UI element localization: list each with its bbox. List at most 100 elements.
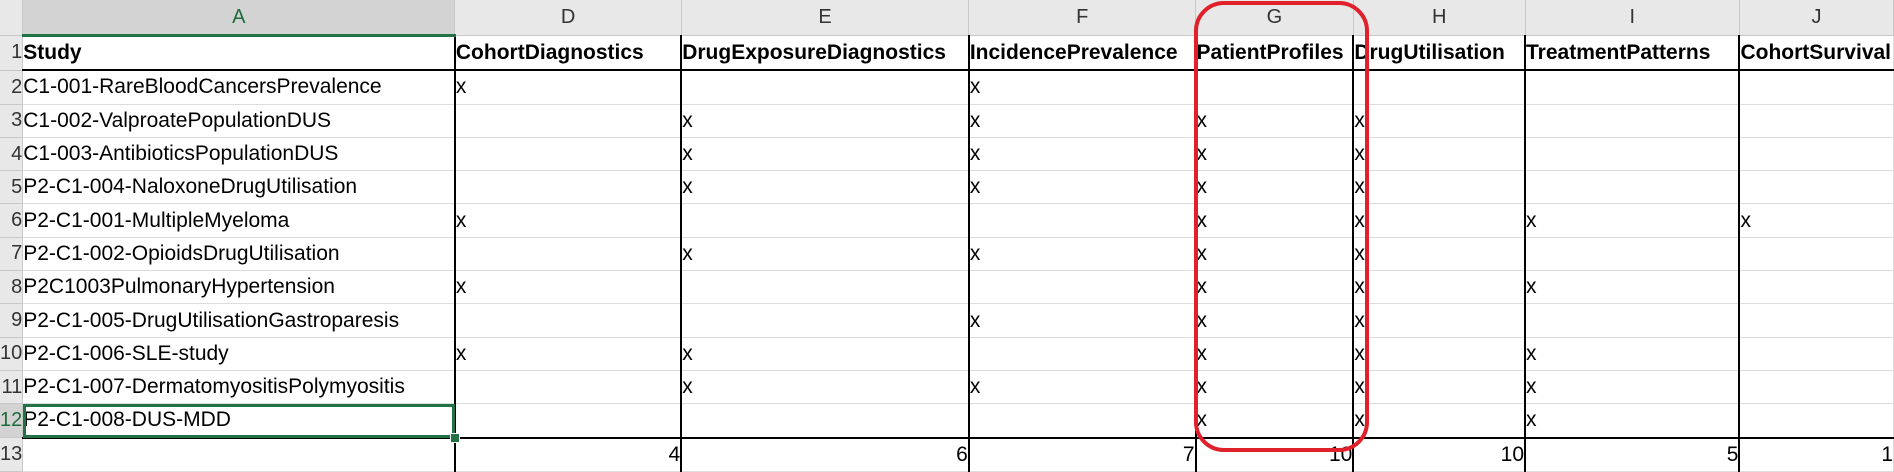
row-header-3[interactable]: 3: [0, 104, 24, 138]
cell-i13[interactable]: 5: [1523, 437, 1740, 472]
cell-e9[interactable]: [680, 303, 970, 338]
row-header-13[interactable]: 13: [0, 437, 24, 472]
cell-e11[interactable]: x: [680, 370, 970, 405]
cell-e12[interactable]: [680, 403, 970, 439]
cell-h5[interactable]: x: [1352, 170, 1526, 205]
column-header-h[interactable]: H: [1353, 0, 1526, 36]
cell-g11[interactable]: x: [1194, 370, 1354, 405]
cell-j10[interactable]: [1738, 337, 1894, 371]
cell-a10[interactable]: P2-C1-006-SLE-study: [22, 337, 456, 371]
cell-d5[interactable]: [453, 170, 682, 205]
cell-i10[interactable]: x: [1523, 337, 1740, 371]
cell-f12[interactable]: [967, 403, 1197, 439]
row-header-4[interactable]: 4: [0, 137, 24, 172]
cell-g5[interactable]: x: [1194, 170, 1354, 205]
select-all-corner[interactable]: [0, 0, 24, 36]
cell-g12[interactable]: x: [1194, 403, 1354, 439]
cell-e10[interactable]: x: [680, 337, 970, 371]
cell-d3[interactable]: [453, 104, 682, 138]
cell-d7[interactable]: [453, 237, 682, 272]
cell-h9[interactable]: x: [1352, 303, 1526, 338]
cell-f8[interactable]: [967, 270, 1197, 305]
cell-e7[interactable]: x: [680, 237, 970, 272]
cell-e3[interactable]: x: [680, 104, 970, 138]
cell-g8[interactable]: x: [1194, 270, 1354, 305]
cell-g13[interactable]: 10: [1194, 437, 1354, 472]
cell-a11[interactable]: P2-C1-007-DermatomyositisPolymyositis: [22, 370, 456, 405]
cell-d6[interactable]: x: [453, 203, 682, 238]
cell-a5[interactable]: P2-C1-004-NaloxoneDrugUtilisation: [22, 170, 456, 205]
cell-h12[interactable]: x: [1352, 403, 1526, 439]
cell-d12[interactable]: [453, 403, 682, 439]
cell-i5[interactable]: [1523, 170, 1740, 205]
cell-a12[interactable]: P2-C1-008-DUS-MDD: [22, 403, 456, 439]
cell-d11[interactable]: [453, 370, 682, 405]
cell-f2[interactable]: x: [967, 70, 1197, 105]
column-header-a[interactable]: A: [22, 0, 456, 37]
cell-j6[interactable]: x: [1738, 203, 1894, 238]
row-header-9[interactable]: 9: [0, 303, 24, 338]
cell-i12[interactable]: x: [1523, 403, 1740, 439]
cell-g4[interactable]: x: [1194, 137, 1354, 172]
row-header-1[interactable]: 1: [0, 35, 24, 71]
cell-g7[interactable]: x: [1194, 237, 1354, 272]
cell-f11[interactable]: x: [967, 370, 1197, 405]
cell-h13[interactable]: 10: [1352, 437, 1526, 472]
cell-i1[interactable]: TreatmentPatterns: [1523, 35, 1740, 72]
cell-a7[interactable]: P2-C1-002-OpioidsDrugUtilisation: [22, 237, 456, 272]
row-header-11[interactable]: 11: [0, 370, 24, 405]
column-header-e[interactable]: E: [681, 0, 970, 36]
cell-d10[interactable]: x: [453, 337, 682, 371]
cell-f10[interactable]: [967, 337, 1197, 371]
cell-f1[interactable]: IncidencePrevalence: [967, 35, 1197, 72]
cell-h10[interactable]: x: [1352, 337, 1526, 371]
cell-a9[interactable]: P2-C1-005-DrugUtilisationGastroparesis: [22, 303, 456, 338]
cell-j8[interactable]: [1738, 270, 1894, 305]
cell-f13[interactable]: 7: [967, 437, 1197, 472]
cell-e8[interactable]: [680, 270, 970, 305]
cell-h7[interactable]: x: [1352, 237, 1526, 272]
cell-g3[interactable]: x: [1194, 104, 1354, 138]
cell-f7[interactable]: x: [967, 237, 1197, 272]
cell-h8[interactable]: x: [1352, 270, 1526, 305]
cell-e4[interactable]: x: [680, 137, 970, 172]
cell-d2[interactable]: x: [453, 70, 682, 105]
cell-j9[interactable]: [1738, 303, 1894, 338]
cell-j1[interactable]: CohortSurvival: [1738, 35, 1894, 72]
cell-d9[interactable]: [453, 303, 682, 338]
cell-j4[interactable]: [1738, 137, 1894, 172]
cell-j7[interactable]: [1738, 237, 1894, 272]
row-header-12[interactable]: 12: [0, 403, 24, 439]
cell-i7[interactable]: [1523, 237, 1740, 272]
row-header-5[interactable]: 5: [0, 170, 24, 205]
cell-i6[interactable]: x: [1523, 203, 1740, 238]
cell-i11[interactable]: x: [1523, 370, 1740, 405]
cell-f9[interactable]: x: [967, 303, 1197, 338]
cell-j13[interactable]: 1: [1738, 437, 1894, 472]
cell-h2[interactable]: [1352, 70, 1526, 105]
column-header-j[interactable]: J: [1739, 0, 1894, 36]
cell-a4[interactable]: C1-003-AntibioticsPopulationDUS: [22, 137, 456, 172]
cell-j2[interactable]: [1738, 70, 1894, 105]
row-header-10[interactable]: 10: [0, 337, 24, 371]
cell-f5[interactable]: x: [967, 170, 1197, 205]
cell-i8[interactable]: x: [1523, 270, 1740, 305]
cell-a1[interactable]: Study: [22, 35, 456, 72]
cell-h1[interactable]: DrugUtilisation: [1352, 35, 1526, 72]
cell-g1[interactable]: PatientProfiles: [1194, 35, 1354, 72]
cell-e5[interactable]: x: [680, 170, 970, 205]
cell-d13[interactable]: 4: [453, 437, 682, 472]
cell-j12[interactable]: [1738, 403, 1894, 439]
cell-a13[interactable]: [22, 437, 456, 472]
row-header-2[interactable]: 2: [0, 70, 24, 105]
cell-g9[interactable]: x: [1194, 303, 1354, 338]
cell-i9[interactable]: [1523, 303, 1740, 338]
cell-j3[interactable]: [1738, 104, 1894, 138]
cell-i3[interactable]: [1523, 104, 1740, 138]
row-header-6[interactable]: 6: [0, 203, 24, 238]
cell-j5[interactable]: [1738, 170, 1894, 205]
cell-e6[interactable]: [680, 203, 970, 238]
column-header-i[interactable]: I: [1525, 0, 1740, 36]
cell-e2[interactable]: [680, 70, 970, 105]
cell-h3[interactable]: x: [1352, 104, 1526, 138]
